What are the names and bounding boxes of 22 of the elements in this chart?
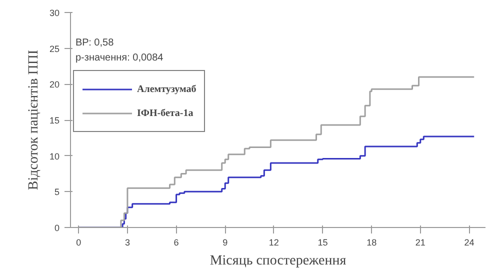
x-tick-label: 15 <box>318 238 328 248</box>
y-tick-label: 30 <box>49 8 60 18</box>
x-axis-title: Місяць спостереження <box>210 254 347 268</box>
legend-label: ІФН-бета-1а <box>137 108 194 118</box>
x-tick-label: 18 <box>366 238 377 248</box>
x-tick-label: 24 <box>464 238 474 248</box>
y-tick-label: 20 <box>49 80 60 90</box>
annotation: р-значення: 0,0084 <box>76 52 164 64</box>
x-tick-label: 3 <box>124 238 130 248</box>
x-tick-label: 6 <box>174 238 179 248</box>
legend-label: Алемтузумаб <box>137 84 196 94</box>
y-tick-label: 10 <box>49 151 60 162</box>
y-tick-label: 15 <box>49 116 60 126</box>
x-tick-label: 0 <box>76 238 82 248</box>
y-tick-label: 25 <box>49 44 60 54</box>
x-tick-label: 9 <box>222 238 228 248</box>
y-tick-label: 0 <box>54 223 60 233</box>
y-axis-title: Відсоток пацієнтів ППІ <box>26 50 42 190</box>
annotation: ВР: 0,58 <box>76 38 114 48</box>
x-tick-label: 21 <box>415 238 426 248</box>
x-tick-label: 12 <box>268 238 279 248</box>
y-tick-label: 5 <box>54 187 60 198</box>
